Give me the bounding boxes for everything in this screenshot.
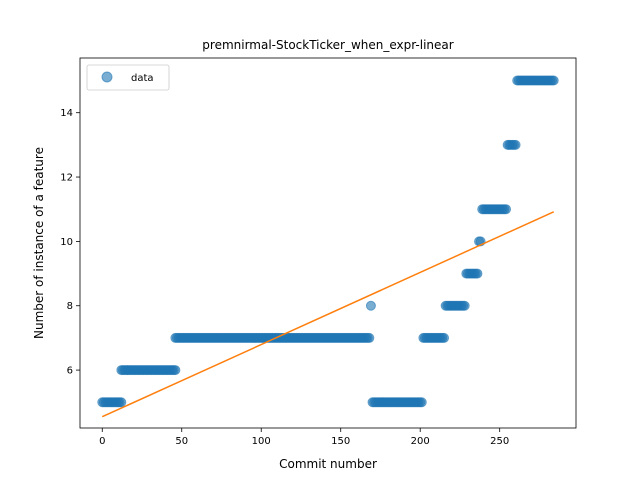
legend: data [86,64,170,91]
data-point [170,365,181,376]
data-point [439,332,450,343]
y-tick-label: 12 [60,173,73,184]
x-ticks: 0 50 100 150 200 250 [99,428,509,447]
data-point [548,75,559,86]
y-tick-label: 10 [60,237,73,248]
data-point [365,300,376,311]
data-points [97,75,559,408]
x-tick-label: 250 [490,436,509,447]
data-point [416,397,427,408]
axes-frame [79,57,577,429]
legend-box [86,64,170,91]
data-point [501,204,512,215]
data-point [510,139,521,150]
fit-line [101,211,555,418]
y-tick-label: 6 [67,366,73,377]
legend-marker [101,71,113,83]
x-axis-label: Commit number [279,457,377,471]
data-point [459,300,470,311]
fit-line-group [101,211,555,418]
data-point [116,397,127,408]
x-tick-label: 100 [252,436,271,447]
y-tick-label: 8 [67,301,73,312]
x-tick-label: 0 [99,436,105,447]
data-point [472,268,483,279]
x-tick-label: 150 [331,436,350,447]
x-tick-label: 50 [175,436,188,447]
y-axis-label: Number of instance of a feature [32,147,46,339]
chart-title: premnirmal-StockTicker_when_expr-linear [202,38,453,52]
y-ticks: 6 8 10 12 14 [60,108,80,377]
legend-label-data: data [131,73,154,84]
data-point [364,332,375,343]
x-tick-label: 200 [411,436,430,447]
y-tick-label: 14 [60,108,73,119]
